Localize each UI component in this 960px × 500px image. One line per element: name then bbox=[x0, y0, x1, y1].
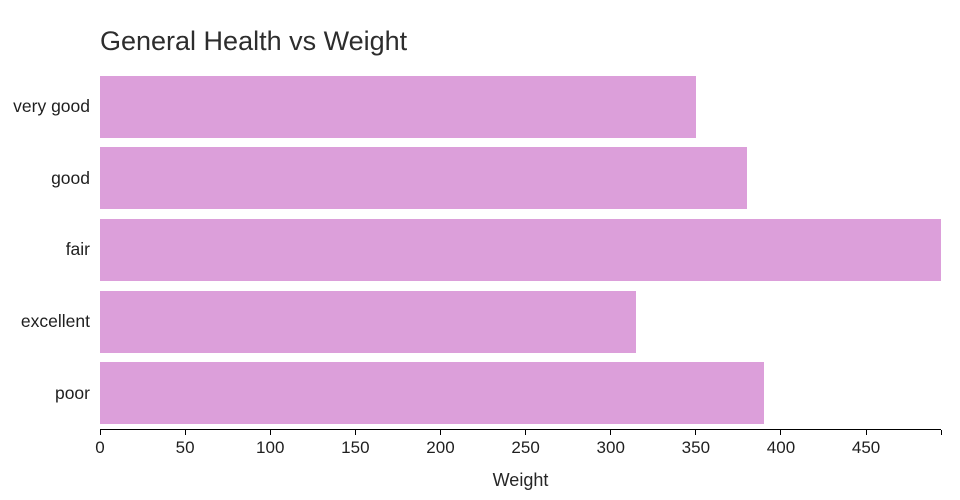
x-axis-line bbox=[100, 429, 941, 430]
y-axis-label: very good bbox=[13, 96, 90, 117]
x-axis-tick-label: 200 bbox=[426, 438, 455, 457]
x-axis: 0 50 100 150 200 250 300 350 400 450 bbox=[95, 429, 942, 459]
y-axis-label: excellent bbox=[20, 311, 90, 332]
x-axis-tick bbox=[940, 430, 942, 435]
bar-row bbox=[100, 286, 941, 358]
bar bbox=[100, 147, 747, 210]
x-axis-tick-label: 300 bbox=[596, 438, 625, 457]
x-axis-tick-label: 400 bbox=[766, 438, 796, 457]
bar-row bbox=[100, 357, 941, 429]
chart-title: General Health vs Weight bbox=[100, 26, 408, 56]
x-axis-tick bbox=[695, 430, 697, 435]
x-axis-tick bbox=[354, 430, 356, 435]
plot-area bbox=[100, 71, 941, 429]
x-axis-tick bbox=[865, 430, 867, 435]
x-axis-tick-label: 50 bbox=[175, 438, 195, 457]
y-axis-label: fair bbox=[65, 239, 90, 260]
x-axis-tick-label: 150 bbox=[341, 438, 370, 457]
bar bbox=[100, 362, 764, 425]
x-axis-tick bbox=[439, 430, 441, 435]
y-axis-label: good bbox=[51, 167, 90, 188]
x-axis-tick-label: 450 bbox=[851, 438, 881, 457]
y-axis: very good good fair excellent poor bbox=[0, 71, 90, 429]
bar-row bbox=[100, 214, 941, 286]
bar-row bbox=[100, 143, 941, 215]
bar bbox=[100, 290, 637, 353]
x-axis-tick-label: 100 bbox=[256, 438, 285, 457]
x-axis-tick-label: 250 bbox=[511, 438, 540, 457]
x-axis-tick bbox=[99, 430, 101, 435]
x-axis-tick bbox=[525, 430, 527, 435]
x-axis-title: Weight bbox=[492, 470, 549, 490]
y-axis-label: poor bbox=[54, 382, 90, 403]
x-axis-tick-label: 0 bbox=[95, 438, 105, 457]
x-axis-tick bbox=[184, 430, 186, 435]
bar bbox=[100, 75, 696, 138]
x-axis-tick bbox=[610, 430, 612, 435]
x-axis-tick bbox=[780, 430, 782, 435]
bar-row bbox=[100, 71, 941, 143]
bar bbox=[100, 218, 941, 281]
x-axis-tick bbox=[269, 430, 271, 435]
x-axis-tick-label: 350 bbox=[681, 438, 711, 457]
